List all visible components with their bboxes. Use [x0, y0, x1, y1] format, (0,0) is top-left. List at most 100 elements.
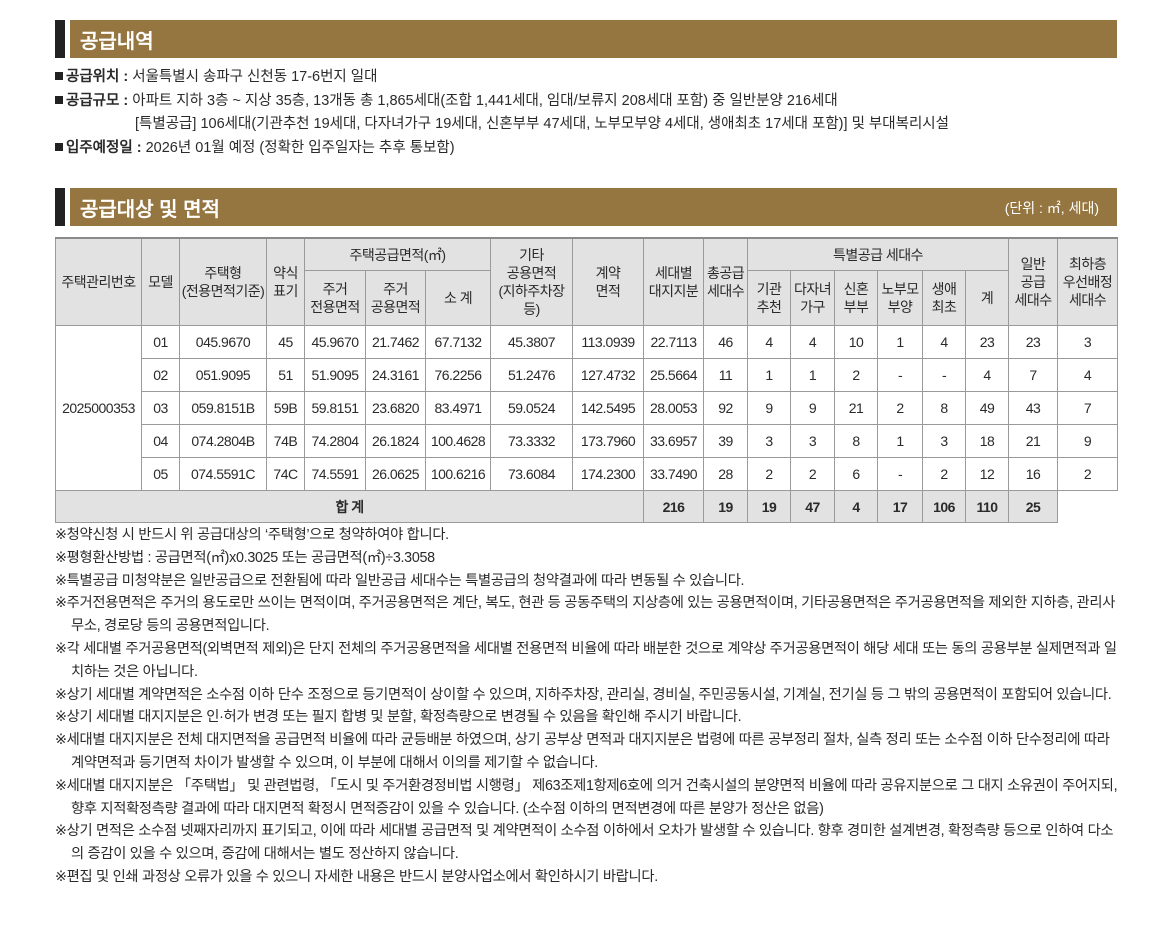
table-row: 2025000353 01 045.9670 45 45.9670 21.7462 67.7…	[55, 325, 1119, 491]
note-item: ※청약신청 시 반드시 위 공급대상의 ‘주택형’으로 청약하여야 합니다.	[55, 527, 449, 543]
col-special: 특별공급 세대수	[747, 237, 1010, 271]
section-title: 공급내역	[80, 31, 154, 53]
table-cell: 3	[747, 424, 792, 458]
table-cell: 2	[1057, 457, 1119, 491]
table-row: 04 074.2804B 74B 74.2804 26.1824 100.4628 73.3…	[56, 424, 1119, 458]
table-cell: 74.5591	[304, 457, 366, 491]
table-cell: 4	[1057, 358, 1119, 392]
table-cell: 28	[703, 457, 749, 491]
table-cell: 074.5591C	[179, 457, 267, 491]
table-cell: 7	[1057, 391, 1119, 425]
table-cell: 1	[877, 424, 924, 458]
table-cell: -	[877, 457, 924, 491]
col-parents: 노부모 부양	[877, 270, 924, 326]
section-header-area: 공급대상 및 면적 (단위 : ㎡, 세대)	[55, 188, 1117, 226]
table-cell: 074.2804B	[179, 424, 267, 458]
table-cell: 2	[834, 358, 879, 392]
table-cell: 059.8151B	[179, 391, 267, 425]
note-item: ※각 세대별 주거공용면적(외벽면적 제외)은 단지 전체의 주거공용면적을 세…	[55, 640, 1117, 680]
col-exclusive: 주거 전용면적	[304, 270, 366, 326]
table-cell: 51	[266, 358, 305, 392]
table-cell: 74.2804	[304, 424, 366, 458]
table-cell: 03	[141, 391, 180, 425]
table-cell: 23.6820	[365, 391, 426, 425]
table-cell: 39	[703, 424, 749, 458]
table-cell: 9	[747, 391, 792, 425]
col-land-share: 세대별 대지지분	[643, 237, 705, 326]
table-cell: 26.1824	[365, 424, 426, 458]
table-row: 02 051.9095 51 51.9095 24.3161 76.2256 51.2476…	[56, 358, 1119, 392]
table-cell: 43	[1008, 391, 1059, 425]
table-cell: -	[877, 358, 924, 392]
total-cell: 4	[834, 490, 879, 523]
table-cell: 174.2300	[572, 457, 645, 491]
note-item: ※상기 세대별 계약면적은 소수점 이하 단수 조정으로 등기면적이 상이할 수…	[55, 686, 1112, 703]
table-cell: 33.7490	[643, 457, 705, 491]
table-cell: 1	[790, 358, 836, 392]
table-cell: 76.2256	[424, 358, 492, 392]
table-cell: 04	[141, 424, 180, 458]
col-first-time: 생애 최초	[922, 270, 967, 326]
table-cell: 83.4971	[424, 391, 492, 425]
table-cell: 100.6216	[424, 457, 492, 491]
col-management-no: 주택관리번호	[55, 237, 142, 326]
table-cell: 22.7113	[643, 325, 705, 359]
table-cell: 73.6084	[490, 457, 574, 491]
table-cell: 51.9095	[304, 358, 366, 392]
table-cell: 2	[747, 457, 792, 491]
table-cell: 2	[877, 391, 924, 425]
col-inst: 기관 추천	[747, 270, 792, 326]
table-cell: 33.6957	[643, 424, 705, 458]
col-abbr: 약식 표기	[266, 237, 305, 326]
total-cell: 110	[965, 490, 1010, 523]
table-cell: 2	[790, 457, 836, 491]
info-scale-special: [특별공급] 106세대(기관추천 19세대, 다자녀가구 19세대, 신혼부부…	[135, 116, 949, 132]
table-cell: 10	[834, 325, 879, 359]
table-cell: 23	[1008, 325, 1059, 359]
table-cell: 45.9670	[304, 325, 366, 359]
total-cell: 19	[703, 490, 749, 523]
table-cell: 73.3332	[490, 424, 574, 458]
info-scale: 공급규모 : 아파트 지하 3층 ~ 지상 35층, 13개동 총 1,865세…	[55, 90, 949, 114]
table-cell: 23	[965, 325, 1010, 359]
total-row: 합 계 216 19 19 47 4 17 106 110 25	[54, 490, 1118, 523]
col-subtotal: 소 계	[424, 270, 492, 326]
table-cell: 8	[922, 391, 967, 425]
section-marker	[55, 188, 65, 226]
col-newlywed: 신혼 부부	[834, 270, 879, 326]
table-cell: 12	[965, 457, 1010, 491]
table-cell: 100.4628	[424, 424, 492, 458]
total-cell: 19	[747, 490, 792, 523]
col-type: 주택형 (전용면적기준)	[179, 237, 267, 326]
table-cell: 28.0053	[643, 391, 705, 425]
total-cell: 106	[922, 490, 967, 523]
table-cell: 59B	[266, 391, 305, 425]
table-cell: 16	[1008, 457, 1059, 491]
section-marker	[55, 20, 65, 58]
note-item: ※상기 면적은 소수점 넷째자리까지 표기되고, 이에 따라 세대별 공급면적 …	[55, 823, 1114, 863]
table-cell: 59.8151	[304, 391, 366, 425]
total-label: 합 계	[54, 490, 645, 523]
table-cell: 3	[790, 424, 836, 458]
col-contract-area: 계약 면적	[572, 237, 645, 326]
bullet-icon	[55, 142, 63, 151]
table-cell: 26.0625	[365, 457, 426, 491]
table-cell: 74C	[266, 457, 305, 491]
management-no-cell: 2025000353	[55, 325, 142, 491]
table-cell: 2	[922, 457, 967, 491]
table-cell: 051.9095	[179, 358, 267, 392]
table-cell: 45	[266, 325, 305, 359]
table-cell: 045.9670	[179, 325, 267, 359]
supply-table: 주택관리번호 모델 주택형 (전용면적기준) 약식 표기 주택공급면적(㎡) 기…	[54, 237, 1119, 523]
table-cell: 74B	[266, 424, 305, 458]
table-cell: 9	[790, 391, 836, 425]
info-move-in: 입주예정일 : 2026년 01월 예정 (정확한 입주일자는 추후 통보함)	[55, 137, 949, 161]
note-item: ※주거전용면적은 주거의 용도로만 쓰이는 면적이며, 주거공용면적은 계단, …	[55, 595, 1116, 635]
notes: ※청약신청 시 반드시 위 공급대상의 ‘주택형’으로 청약하여야 합니다. ※평…	[55, 524, 1121, 889]
table-cell: 67.7132	[424, 325, 492, 359]
note-item: ※세대별 대지지분은 전체 대지면적을 공급면적 비율에 따라 균등배분 하였으…	[55, 732, 1110, 771]
col-general: 일반 공급 세대수	[1008, 237, 1059, 326]
table-cell: 21	[834, 391, 879, 425]
table-cell: 92	[703, 391, 749, 425]
note-item: ※편집 및 인쇄 과정상 오류가 있을 수 있으니 자세한 내용은 반드시 분양…	[55, 868, 658, 885]
